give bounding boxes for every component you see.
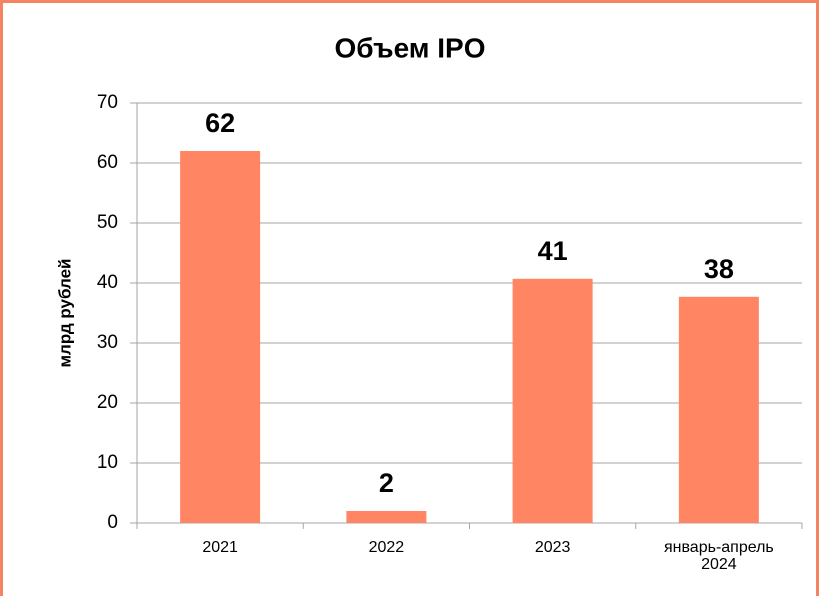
x-tick-label-box: январь-апрель 2024 — [663, 539, 774, 573]
bar — [346, 511, 427, 523]
y-tick-label: 60 — [97, 152, 118, 173]
data-label: 38 — [704, 254, 734, 284]
x-tick-label: 2022 — [368, 539, 405, 556]
bar — [678, 296, 759, 523]
y-tick-label: 10 — [97, 452, 118, 473]
y-axis-label: млрд рублей — [55, 258, 74, 367]
data-label: 41 — [538, 236, 568, 266]
y-tick-label: 20 — [97, 392, 118, 413]
bar — [180, 151, 261, 523]
y-tick-label: 30 — [97, 332, 118, 353]
x-tick-label: январь-апрель 2024 — [663, 539, 774, 573]
x-tick-label-box: 2021 — [202, 539, 238, 556]
y-tick-label: 50 — [97, 212, 118, 233]
y-tick-label: 0 — [107, 512, 118, 533]
data-label: 62 — [205, 108, 235, 138]
bar — [512, 278, 593, 523]
chart-title: Объем IPO — [334, 32, 485, 63]
x-tick-label-box: 2023 — [534, 539, 571, 556]
y-tick-label: 70 — [97, 92, 118, 113]
x-tick-label: 2021 — [202, 539, 238, 556]
y-tick-label: 40 — [97, 272, 118, 293]
data-label: 2 — [379, 468, 394, 498]
x-tick-label: 2023 — [534, 539, 571, 556]
x-tick-label-box: 2022 — [368, 539, 405, 556]
